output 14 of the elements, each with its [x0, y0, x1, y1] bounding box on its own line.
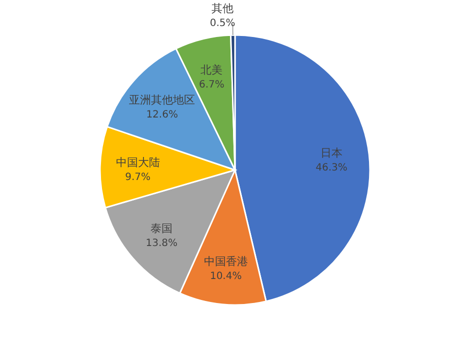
slice-label: 泰国 — [150, 222, 173, 235]
slice-label: 北美 — [200, 64, 223, 77]
slice-label: 其他 — [212, 2, 234, 15]
slice-label: 亚洲其他地区 — [129, 94, 196, 107]
data-label: 6.7% — [199, 80, 224, 91]
data-label: 9.7% — [125, 172, 151, 183]
data-label: 12.6% — [146, 110, 178, 121]
slice-label: 日本 — [320, 146, 343, 160]
data-label: 10.4% — [210, 270, 242, 282]
data-label: 0.5% — [210, 18, 236, 29]
data-label: 13.8% — [146, 238, 178, 249]
slice-label: 中国香港 — [204, 254, 248, 268]
data-label: 46.3% — [316, 162, 348, 174]
slice-label: 中国大陆 — [116, 156, 160, 169]
